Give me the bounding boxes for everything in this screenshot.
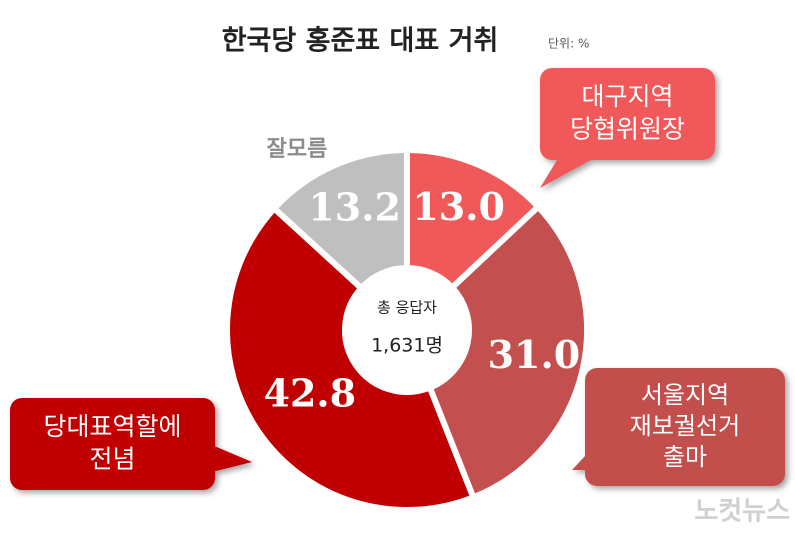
- watermark: 노컷뉴스: [694, 497, 790, 527]
- label-line: 출마: [663, 443, 707, 471]
- center-label: 1,631명: [371, 335, 443, 357]
- callout-box: [585, 368, 785, 486]
- callout: [540, 68, 715, 188]
- label-line: 당대표역할에: [43, 412, 181, 441]
- value-label: 13.2: [308, 185, 401, 230]
- donut-segment: [270, 146, 410, 293]
- donut-segment: [404, 146, 543, 292]
- callout-box: [540, 68, 715, 160]
- label-line: 당협위원장: [570, 114, 685, 143]
- value-label: 42.8: [264, 370, 357, 415]
- label-line: 재보궐선거: [630, 412, 740, 440]
- label-line: 서울지역: [641, 381, 729, 409]
- callout-tail: [540, 155, 600, 188]
- donut-hole: [348, 271, 466, 389]
- donut-segment: [224, 204, 478, 513]
- center-label: 총 응답자: [377, 299, 437, 317]
- donut-segment: [425, 202, 590, 502]
- callout-box: [10, 398, 215, 490]
- category-label: 잘모름: [267, 137, 328, 162]
- value-label: 13.0: [412, 184, 505, 229]
- chart-title: 한국당 홍준표 대표 거취: [222, 26, 499, 57]
- unit-label: 단위: %: [548, 37, 589, 51]
- label-line: 대구지역: [581, 82, 673, 111]
- callout: [10, 398, 252, 490]
- label-line: 전념: [89, 444, 135, 473]
- callout: [572, 368, 785, 486]
- value-label: 31.0: [488, 332, 581, 377]
